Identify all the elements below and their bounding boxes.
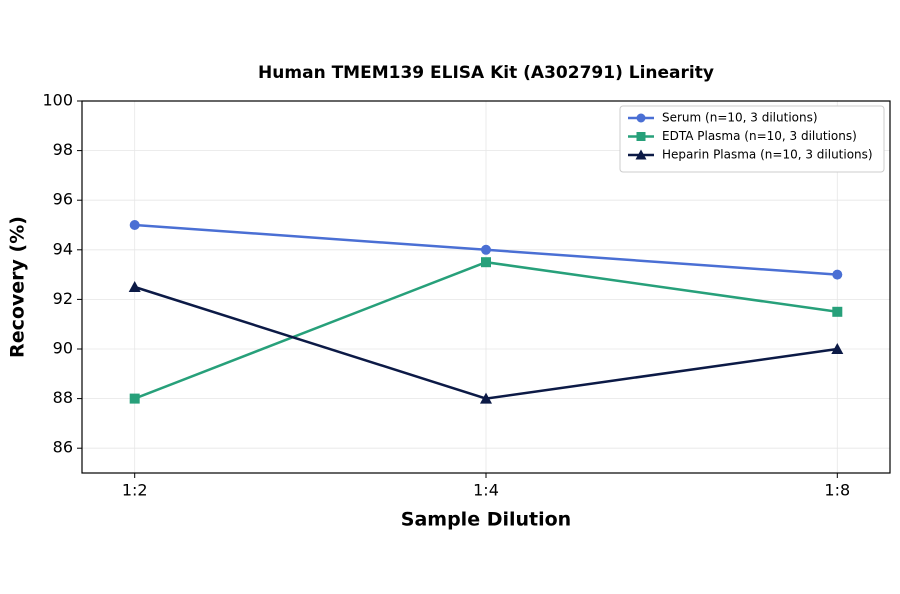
marker [129, 393, 140, 404]
y-tick-label: 98 [53, 140, 73, 159]
y-tick-label: 94 [53, 239, 73, 258]
y-axis-label: Recovery (%) [7, 216, 29, 358]
marker [481, 257, 491, 268]
marker [832, 306, 843, 317]
y-tick-label: 88 [53, 388, 73, 407]
marker [831, 343, 844, 354]
y-tick-label: 96 [53, 190, 73, 209]
chart-title: Human TMEM139 ELISA Kit (A302791) Linear… [258, 63, 714, 83]
x-tick-label: 1:4 [473, 481, 499, 500]
y-tick-label: 86 [53, 438, 73, 457]
legend-label: Heparin Plasma (n=10, 3 dilutions) [662, 148, 873, 162]
legend-marker [635, 149, 647, 160]
legend-label: EDTA Plasma (n=10, 3 dilutions) [662, 129, 857, 143]
marker [128, 281, 141, 292]
legend: Serum (n=10, 3 dilutions) EDTA Plasma (n=… [619, 105, 885, 173]
legend-box [619, 105, 885, 173]
legend-marker [636, 132, 646, 141]
marker [832, 269, 843, 280]
x-axis-label: Sample Dilution [401, 509, 571, 531]
plot-frame [81, 100, 891, 474]
y-tick-label: 90 [53, 339, 73, 358]
legend-label: Serum (n=10, 3 dilutions) [662, 111, 818, 125]
marker [480, 392, 492, 404]
x-tick-label: 1:2 [122, 481, 148, 500]
x-tick-label: 1:8 [824, 481, 850, 500]
y-tick-label: 92 [53, 289, 73, 308]
legend-marker [636, 113, 646, 123]
y-tick-label: 100 [42, 91, 73, 110]
marker [129, 220, 140, 230]
marker [481, 244, 491, 255]
